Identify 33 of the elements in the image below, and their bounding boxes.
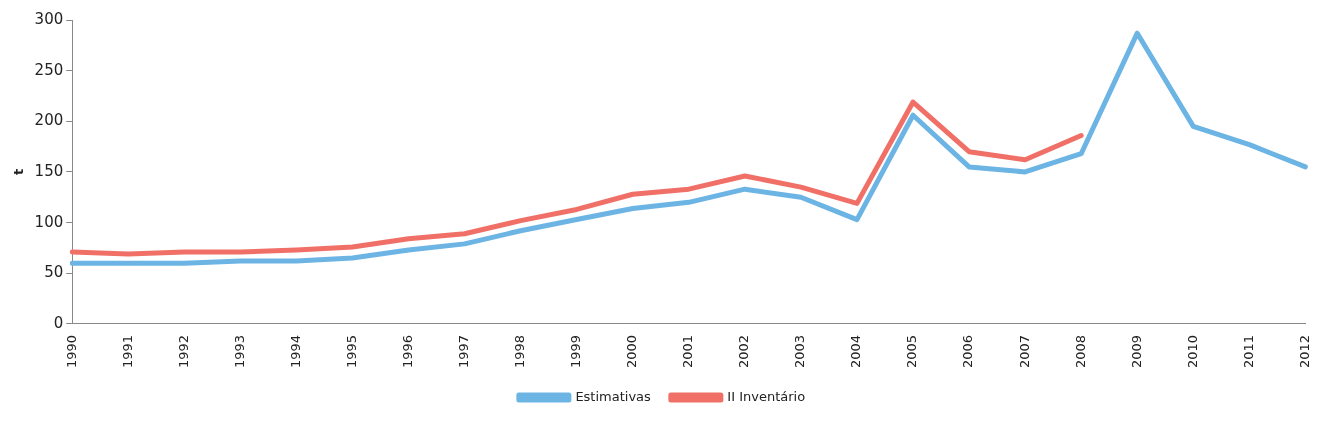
y-tick-label: 200 <box>34 111 64 130</box>
x-tick-label: 1998 <box>512 334 528 369</box>
legend-label: Estimativas <box>575 388 652 404</box>
y-tick-label: 0 <box>53 313 64 332</box>
x-tick-label: 2000 <box>624 334 640 369</box>
y-tick-label: 250 <box>34 60 64 79</box>
x-tick-label: 2001 <box>680 334 696 369</box>
x-tick-label: 2003 <box>792 334 808 369</box>
x-tick-label: 1999 <box>568 334 584 369</box>
x-tick-label: 2009 <box>1128 334 1144 369</box>
x-tick-label: 2004 <box>848 334 864 369</box>
x-tick-label: 2007 <box>1016 334 1032 369</box>
y-tick-label: 150 <box>34 161 64 180</box>
x-tick-label: 2010 <box>1184 334 1200 369</box>
y-axis-title: t <box>11 168 27 176</box>
x-tick-label: 2011 <box>1240 334 1256 369</box>
x-tick-label: 2005 <box>904 334 920 369</box>
x-tick-label: 2012 <box>1296 334 1312 369</box>
x-tick-label: 2002 <box>736 334 752 369</box>
y-tick-label: 50 <box>44 263 64 282</box>
x-tick-label: 1993 <box>231 334 247 369</box>
x-tick-label: 1995 <box>343 334 359 369</box>
x-tick-label: 1994 <box>287 334 303 369</box>
x-tick-label: 2008 <box>1072 334 1088 369</box>
x-tick-label: 1991 <box>119 334 135 369</box>
x-tick-label: 1990 <box>63 334 79 369</box>
x-tick-label: 1992 <box>175 334 191 369</box>
x-tick-label: 1996 <box>399 334 415 369</box>
legend-label: II Inventário <box>727 388 806 404</box>
y-tick-label: 100 <box>34 212 64 231</box>
x-tick-label: 1997 <box>455 334 471 369</box>
y-tick-label: 300 <box>34 9 64 28</box>
x-tick-label: 2006 <box>960 334 976 369</box>
